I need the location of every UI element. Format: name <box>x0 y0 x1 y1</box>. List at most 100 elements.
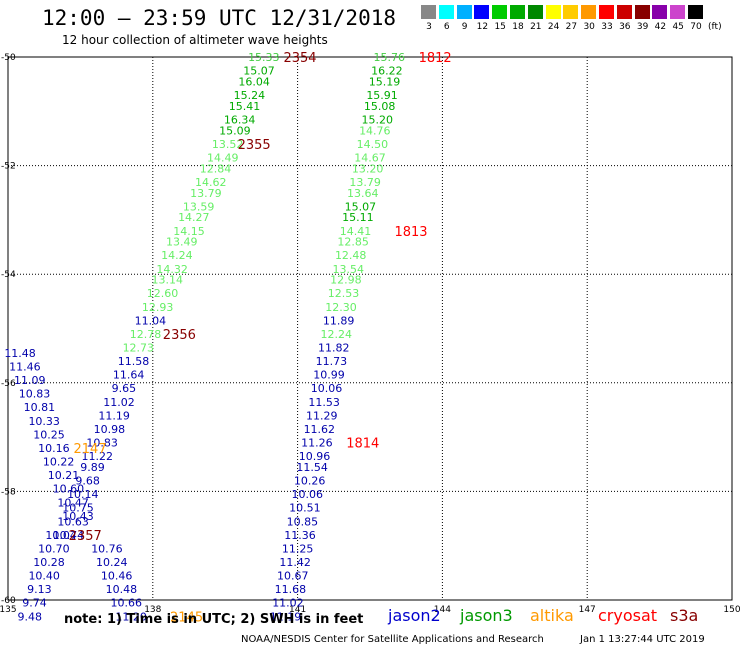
wave-height-value: 16.22 <box>371 65 403 78</box>
lon-tick-label: 141 <box>289 605 306 615</box>
wave-height-value: 16.04 <box>238 75 270 88</box>
color-scale-label: 6 <box>443 22 450 32</box>
wave-height-value: 9.13 <box>27 583 52 596</box>
wave-height-value: 10.74 <box>53 529 85 542</box>
wave-height-value: 10.63 <box>57 515 89 528</box>
pass-time-label: 2145 <box>170 610 203 625</box>
wave-height-value: 10.96 <box>299 450 331 463</box>
wave-height-value: 11.73 <box>316 355 348 368</box>
color-swatch <box>670 5 686 19</box>
wave-height-value: 15.09 <box>219 124 251 137</box>
wave-height-value: 13.54 <box>333 263 365 276</box>
wave-height-value: 11.20 <box>115 610 147 623</box>
wave-height-value: 11.02 <box>272 597 304 610</box>
wave-height-value: 15.91 <box>366 89 398 102</box>
wave-height-value: 11.46 <box>9 361 41 374</box>
wave-height-value: 12.84 <box>200 162 232 175</box>
color-scale-label: 24 <box>547 22 560 32</box>
wave-height-value: 10.85 <box>287 515 319 528</box>
satellite-jason3-label: jason3 <box>460 606 513 625</box>
wave-height-value: 15.76 <box>374 51 406 64</box>
wave-height-value: 10.51 <box>289 502 321 515</box>
wave-height-value: 10.21 <box>48 469 80 482</box>
wave-height-value: 11.68 <box>275 583 307 596</box>
wave-height-value: 10.66 <box>111 597 143 610</box>
wave-height-value: 14.49 <box>207 151 239 164</box>
wave-height-value: 10.14 <box>67 488 99 501</box>
color-swatch <box>634 5 650 19</box>
color-scale-unit: (ft) <box>708 22 722 32</box>
wave-height-value: 14.76 <box>359 124 391 137</box>
color-swatch <box>563 5 579 19</box>
satellite-cryosat-label: cryosat <box>598 606 658 625</box>
wave-height-value: 10.25 <box>33 428 65 441</box>
wave-height-value: 11.42 <box>279 556 311 569</box>
wave-height-value: 13.20 <box>352 162 384 175</box>
color-scale-label: 9 <box>461 22 468 32</box>
pass-time-label: 2356 <box>163 328 196 343</box>
wave-height-value: 11.53 <box>308 396 340 409</box>
color-swatch <box>527 5 543 19</box>
wave-height-value: 13.64 <box>347 187 379 200</box>
lon-tick-label: 150 <box>723 605 740 615</box>
color-swatch <box>492 5 508 19</box>
credit-text: NOAA/NESDIS Center for Satellite Applica… <box>241 634 544 645</box>
footer-note: note: 1) Time is in UTC; 2) SWH is in fe… <box>64 612 364 627</box>
wave-height-value: 10.16 <box>38 442 70 455</box>
pass-time-label: 1814 <box>346 437 379 452</box>
color-swatch <box>474 5 490 19</box>
wave-height-value: 15.20 <box>361 113 393 126</box>
wave-height-value: 11.82 <box>318 342 350 355</box>
color-swatch <box>510 5 525 19</box>
wave-height-value: 12.53 <box>328 287 360 300</box>
color-scale-label: 39 <box>636 22 649 32</box>
wave-height-value: 12.98 <box>330 274 362 287</box>
color-swatch <box>545 5 561 19</box>
page-subtitle: 12 hour collection of altimeter wave hei… <box>62 33 328 47</box>
wave-height-value: 15.24 <box>234 89 266 102</box>
wave-height-value: 11.58 <box>118 355 150 368</box>
color-swatch <box>688 5 703 19</box>
color-scale-label: 42 <box>654 22 667 32</box>
wave-height-value: 15.08 <box>364 100 396 113</box>
wave-height-value: 13.49 <box>166 236 198 249</box>
wave-height-value: 13.59 <box>183 200 215 213</box>
timestamp-text: Jan 1 13:27:44 UTC 2019 <box>580 634 705 645</box>
wave-height-value: 10.67 <box>277 570 309 583</box>
color-scale-label: 3 <box>426 22 432 32</box>
wave-height-value: 10.22 <box>43 456 75 469</box>
wave-height-value: 10.76 <box>91 542 123 555</box>
pass-time-label: 2355 <box>238 138 271 153</box>
lon-tick-label: 147 <box>579 605 596 615</box>
wave-height-value: 10.81 <box>24 401 56 414</box>
wave-height-value: 12.78 <box>130 328 162 341</box>
wave-height-value: 11.19 <box>98 409 130 422</box>
wave-height-value: 10.40 <box>28 570 60 583</box>
pass-time-label: 2354 <box>283 51 316 66</box>
wave-height-value: 11.09 <box>14 374 46 387</box>
color-scale-label: 21 <box>530 22 542 32</box>
pass-time-label: 2357 <box>69 529 102 544</box>
wave-height-value: 14.41 <box>340 225 372 238</box>
wave-height-value: 10.06 <box>311 382 343 395</box>
wave-height-value: 16.34 <box>224 113 256 126</box>
wave-height-value: 10.48 <box>106 583 138 596</box>
wave-height-value: 13.14 <box>152 274 184 287</box>
wave-height-value: 12.60 <box>147 287 179 300</box>
wave-height-value: 12.48 <box>335 249 367 262</box>
wave-height-value: 14.27 <box>178 211 210 224</box>
lon-tick-label: 144 <box>434 605 451 615</box>
wave-height-value: 10.75 <box>62 502 94 515</box>
wave-height-value: 14.24 <box>161 249 193 262</box>
wave-height-value: 11.36 <box>284 529 316 542</box>
color-scale-label: 12 <box>476 22 489 32</box>
wave-height-value: 11.54 <box>296 461 328 474</box>
wave-height-value: 15.33 <box>248 51 280 64</box>
wave-height-value: 9.68 <box>75 475 100 488</box>
wave-height-value: 10.26 <box>294 475 326 488</box>
color-scale-label: 27 <box>565 22 578 32</box>
wave-height-value: 11.04 <box>135 314 167 327</box>
color-swatch <box>616 5 632 19</box>
color-swatch <box>421 5 436 19</box>
color-scale-label: 30 <box>583 22 595 32</box>
